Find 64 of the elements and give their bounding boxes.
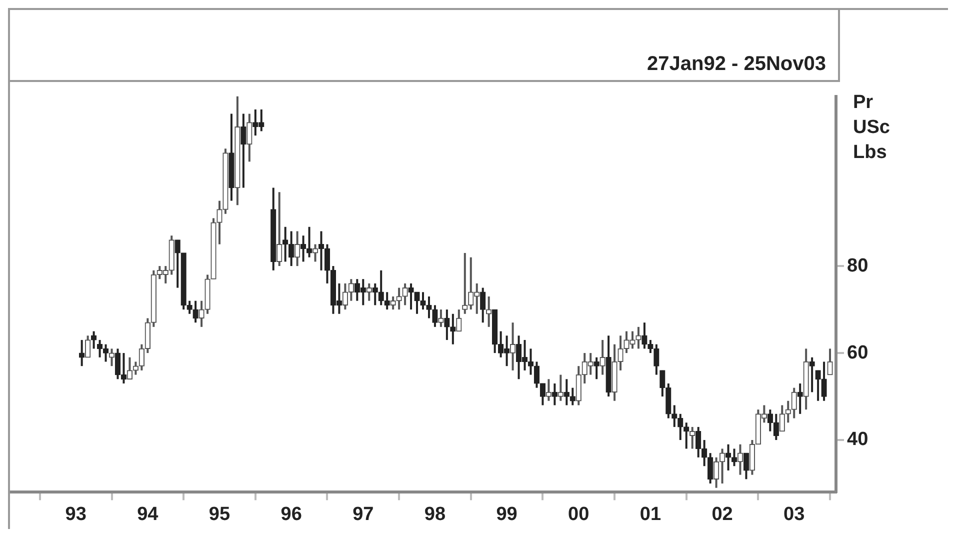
candlestick	[486, 295, 492, 328]
candlestick	[366, 282, 372, 302]
x-tick-label: 03	[784, 504, 805, 525]
candlestick	[564, 378, 570, 406]
candlestick	[432, 304, 438, 328]
candlestick	[797, 382, 803, 415]
candlestick	[198, 300, 204, 328]
candlestick	[791, 386, 797, 420]
x-tick-label: 02	[712, 504, 733, 525]
chart-title: 27Jan92 - 25Nov03	[646, 53, 826, 76]
x-tick-label: 01	[640, 504, 662, 525]
candlestick	[276, 191, 282, 268]
candlestick	[725, 443, 732, 472]
candlestick	[707, 452, 714, 484]
candlestick	[84, 334, 91, 358]
y-tick-label: 80	[847, 255, 868, 276]
candlestick	[132, 360, 139, 376]
x-tick-label: 93	[65, 504, 86, 525]
candlestick	[108, 348, 115, 368]
candlestick	[450, 312, 456, 346]
x-tick-label: 98	[424, 504, 446, 525]
candlestick	[78, 338, 85, 368]
candlestick	[546, 378, 552, 402]
candlestick	[743, 452, 750, 480]
candlestick	[480, 286, 486, 324]
y-tick-label: 60	[847, 342, 868, 364]
candlestick	[534, 360, 540, 389]
candlestick	[809, 356, 815, 394]
x-tick-label: 00	[568, 504, 590, 525]
candlestick	[126, 356, 133, 380]
candlestick	[510, 322, 516, 372]
candlestick	[558, 374, 564, 402]
candlestick	[294, 230, 300, 268]
y-axis-title: Pr USc Lbs	[853, 91, 890, 165]
candlestick	[737, 443, 744, 476]
candlestick	[192, 300, 198, 324]
candlestick	[690, 426, 696, 450]
candlestick	[731, 448, 738, 468]
candlestick	[438, 308, 444, 328]
y-tick-label: 40	[847, 429, 868, 450]
candlestick	[90, 330, 97, 350]
candlestick	[779, 404, 785, 432]
candlestick	[240, 112, 246, 189]
candlestick	[552, 382, 558, 406]
candlestick	[594, 356, 600, 380]
x-tick-label: 95	[208, 504, 230, 525]
candlestick	[600, 338, 606, 376]
x-tick-label: 94	[137, 504, 159, 525]
candlestick	[312, 243, 318, 263]
candlestick	[785, 400, 791, 424]
candlestick	[570, 386, 576, 406]
candlestick	[827, 348, 833, 376]
candlestick	[174, 238, 180, 289]
candlestick	[444, 308, 450, 341]
candlestick	[216, 200, 222, 246]
candlestick	[636, 326, 642, 350]
candlestick	[246, 112, 252, 163]
candlestick	[684, 422, 690, 450]
x-tick-label: 96	[280, 504, 302, 525]
candlestick	[456, 308, 462, 332]
candlestick	[540, 382, 546, 406]
candlestick	[402, 282, 408, 306]
x-tick-label: 97	[352, 504, 374, 525]
x-tick-label: 99	[496, 504, 518, 525]
